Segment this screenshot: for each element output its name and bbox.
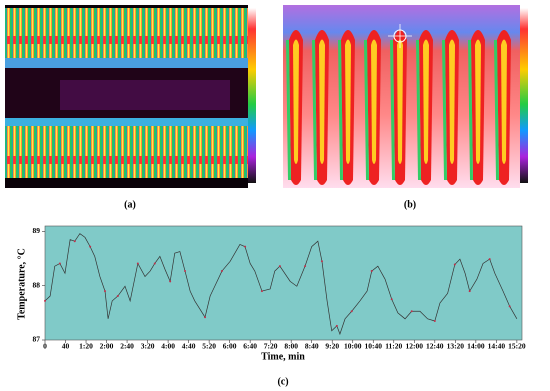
data-point: [453, 263, 456, 266]
data-point: [44, 299, 46, 302]
x-tick-label: 2:40: [120, 342, 134, 351]
x-tick-label: 8:40: [305, 342, 319, 351]
data-point: [335, 324, 338, 327]
x-tick-label: 10:40: [365, 342, 383, 351]
x-tick-label: 3:20: [141, 342, 155, 351]
data-line: [44, 233, 518, 336]
x-tick-label: 13:20: [447, 342, 465, 351]
data-point: [390, 298, 393, 301]
data-point: [488, 258, 491, 261]
data-point: [153, 262, 156, 265]
data-point: [508, 305, 511, 308]
data-point: [468, 290, 471, 293]
y-tick-label: 89: [33, 226, 41, 235]
panel-label: (a): [124, 199, 136, 210]
y-tick-label: 88: [33, 280, 41, 289]
data-point: [136, 262, 139, 265]
data-point: [320, 260, 323, 263]
thermal-image-a: [5, 5, 256, 188]
x-tick-label: 6:40: [243, 342, 257, 351]
data-point: [433, 320, 436, 322]
y-tick-label: 87: [33, 335, 41, 344]
x-axis-title: Time, min: [261, 351, 305, 362]
data-point: [350, 310, 353, 313]
x-tick-label: 4:40: [182, 342, 196, 351]
x-tick-label: 2:00: [100, 342, 114, 351]
x-tick-label: 11:20: [385, 342, 402, 351]
x-tick-label: 9:20: [325, 342, 339, 351]
data-point: [304, 265, 307, 268]
data-point: [260, 290, 263, 293]
x-tick-label: 14:00: [467, 342, 485, 351]
data-point: [410, 310, 413, 313]
x-tick-label: 1:20: [79, 342, 93, 351]
x-tick-label: 5:20: [202, 342, 216, 351]
data-point: [370, 270, 373, 273]
x-tick-label: 0: [43, 342, 47, 351]
data-point: [220, 270, 223, 273]
data-point: [278, 265, 281, 268]
data-point: [89, 245, 92, 248]
x-tick-label: 7:20: [264, 342, 278, 351]
data-point: [184, 270, 187, 273]
x-tick-label: 4:00: [161, 342, 175, 351]
plot-area: [44, 225, 523, 341]
x-tick-label: 12:00: [406, 342, 424, 351]
x-tick-label: 8:00: [284, 342, 298, 351]
panel-label: (c): [277, 376, 288, 387]
x-tick-label: 14:40: [488, 342, 506, 351]
data-point: [244, 245, 247, 248]
thermal-image-b: [283, 5, 528, 188]
x-tick-label: 6:00: [223, 342, 237, 351]
data-point: [73, 240, 76, 243]
data-point: [169, 280, 172, 283]
data-point: [58, 262, 61, 265]
y-axis-title: Temperature, °C: [16, 248, 27, 320]
x-tick-label: 15:20: [508, 342, 526, 351]
x-tick-label: 10:00: [344, 342, 362, 351]
data-point: [104, 290, 107, 293]
data-point: [116, 295, 119, 298]
data-point: [204, 316, 207, 319]
panel-label: (b): [404, 199, 416, 210]
x-tick-label: 40: [62, 342, 70, 351]
x-tick-label: 12:40: [426, 342, 444, 351]
